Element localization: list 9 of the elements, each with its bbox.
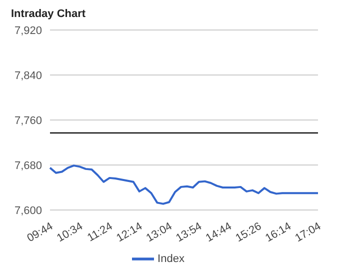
x-tick-label: 09:44 [25,220,56,245]
legend-label: Index [158,252,184,265]
y-tick-label: 7,920 [14,24,42,37]
y-tick-label: 7,760 [14,114,42,127]
line-series [49,164,319,205]
y-tick-label: 7,600 [14,204,42,217]
chart-title: Intraday Chart [10,8,87,22]
y-tick-label: 7,680 [14,160,42,172]
y-tick-label: 7,840 [14,70,42,82]
